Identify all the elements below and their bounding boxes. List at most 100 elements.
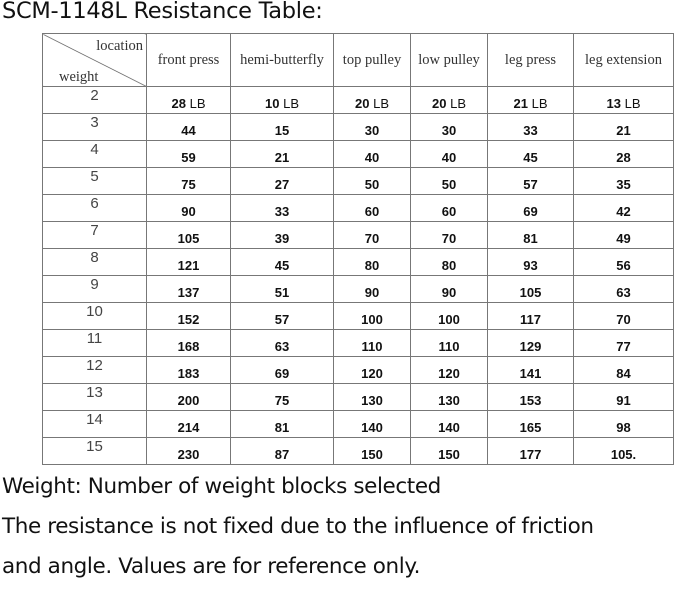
value-text: 50 — [441, 177, 457, 192]
value-cell: 130 — [333, 383, 411, 411]
value-text: 137 — [177, 285, 200, 300]
value-text: 63 — [616, 285, 631, 300]
value-text: 10 — [265, 96, 280, 111]
table-row: 13 200 75 130 130 153 91 — [42, 383, 674, 411]
weight-cell: 14 — [42, 410, 147, 438]
value-text: 35 — [616, 177, 631, 192]
value-cell: 39 — [230, 221, 334, 249]
unit-label: LB — [624, 96, 641, 111]
value-cell: 84 — [573, 356, 674, 384]
table-row: 12 183 69 120 120 141 84 — [42, 356, 674, 384]
table-row: 6 90 33 60 60 69 42 — [42, 194, 674, 222]
value-cell: 35 — [573, 167, 674, 195]
value-text: 69 — [523, 204, 538, 219]
value-text: 110 — [361, 339, 383, 354]
value-cell: 13 LB — [573, 86, 674, 114]
value-cell: 10 LB — [230, 86, 334, 114]
weight-cell: 5 — [42, 167, 147, 195]
column-header: low pulley — [410, 33, 488, 87]
value-cell: 21 LB — [487, 86, 574, 114]
value-text: 93 — [523, 258, 538, 273]
value-cell: 110 — [333, 329, 411, 357]
value-text: 84 — [616, 366, 631, 381]
value-cell: 60 — [410, 194, 488, 222]
weight-cell: 9 — [42, 275, 147, 303]
page-title: SCM-1148L Resistance Table: — [2, 0, 323, 24]
value-text: 81 — [523, 231, 538, 246]
value-cell: 105 — [487, 275, 574, 303]
value-text: 40 — [441, 150, 457, 165]
weight-cell: 2 — [42, 86, 147, 114]
value-cell: 168 — [146, 329, 231, 357]
value-cell: 200 — [146, 383, 231, 411]
value-cell: 98 — [573, 410, 674, 438]
table-row: 7 105 39 70 70 81 49 — [42, 221, 674, 249]
value-cell: 214 — [146, 410, 231, 438]
value-cell: 150 — [333, 437, 411, 465]
value-text: 121 — [177, 258, 200, 273]
value-text: 150 — [438, 447, 460, 462]
value-text: 70 — [616, 312, 631, 327]
value-text: 75 — [181, 177, 196, 192]
value-text: 168 — [177, 339, 200, 354]
value-cell: 140 — [410, 410, 488, 438]
value-cell: 59 — [146, 140, 231, 168]
value-text: 183 — [177, 366, 200, 381]
value-text: 177 — [519, 447, 542, 462]
table-row: 9 137 51 90 90 105 63 — [42, 275, 674, 303]
unit-label: LB — [283, 96, 299, 111]
value-cell: 33 — [487, 113, 574, 141]
value-cell: 21 — [230, 140, 334, 168]
value-text: 56 — [616, 258, 631, 273]
value-cell: 70 — [573, 302, 674, 330]
value-text: 98 — [616, 420, 631, 435]
value-cell: 40 — [333, 140, 411, 168]
corner-location-label: location — [96, 38, 143, 54]
value-text: 141 — [519, 366, 542, 381]
value-text: 57 — [523, 177, 538, 192]
value-text: 44 — [181, 123, 196, 138]
value-text: 28 — [616, 150, 631, 165]
value-text: 60 — [441, 204, 457, 219]
value-cell: 177 — [487, 437, 574, 465]
value-text: 77 — [616, 339, 631, 354]
weight-cell: 4 — [42, 140, 147, 168]
value-text: 150 — [361, 447, 383, 462]
value-text: 90 — [364, 285, 380, 300]
value-text: 30 — [441, 123, 457, 138]
value-cell: 80 — [333, 248, 411, 276]
weight-cell: 11 — [42, 329, 147, 357]
value-text: 63 — [274, 339, 290, 354]
value-cell: 75 — [146, 167, 231, 195]
value-cell: 121 — [146, 248, 231, 276]
value-cell: 153 — [487, 383, 574, 411]
value-text: 21 — [274, 150, 290, 165]
value-cell: 90 — [333, 275, 411, 303]
value-text: 27 — [274, 177, 290, 192]
note-friction: The resistance is not fixed due to the i… — [2, 514, 594, 539]
value-cell: 57 — [487, 167, 574, 195]
table-row: 3 44 15 30 30 33 21 — [42, 113, 674, 141]
value-cell: 110 — [410, 329, 488, 357]
value-text: 59 — [181, 150, 196, 165]
value-text: 120 — [438, 366, 460, 381]
value-cell: 44 — [146, 113, 231, 141]
value-text: 100 — [361, 312, 383, 327]
unit-label: LB — [531, 96, 548, 111]
value-cell: 87 — [230, 437, 334, 465]
value-cell: 150 — [410, 437, 488, 465]
value-text: 153 — [519, 393, 542, 408]
value-text: 90 — [181, 204, 196, 219]
value-cell: 165 — [487, 410, 574, 438]
value-cell: 140 — [333, 410, 411, 438]
note-reference: and angle. Values are for reference only… — [2, 554, 421, 579]
value-text: 80 — [441, 258, 457, 273]
value-text: 20 — [355, 96, 370, 111]
value-cell: 93 — [487, 248, 574, 276]
value-text: 120 — [361, 366, 383, 381]
value-cell: 63 — [573, 275, 674, 303]
value-cell: 45 — [230, 248, 334, 276]
corner-weight-label: weight — [59, 69, 99, 85]
value-text: 28 — [171, 96, 186, 111]
value-text: 117 — [520, 312, 541, 327]
